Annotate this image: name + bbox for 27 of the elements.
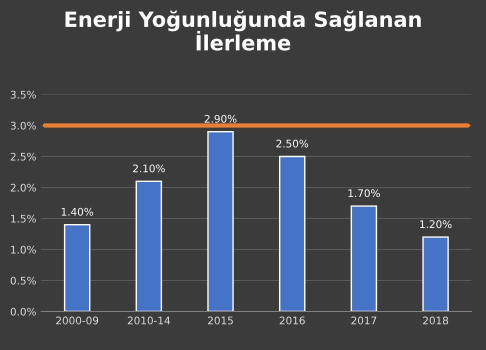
bar	[64, 224, 90, 312]
data-label: 1.40%	[62, 208, 94, 216]
x-tick-label: 2000-09	[56, 316, 98, 324]
x-tick-label: 2016	[280, 316, 305, 324]
x-tick-label: 2010-14	[128, 316, 170, 324]
data-label: 1.70%	[348, 189, 380, 198]
y-tick-label: 3.5%	[10, 90, 36, 99]
y-tick-label: 2.5%	[10, 152, 36, 161]
bar	[422, 236, 449, 312]
data-label: 2.50%	[276, 140, 308, 148]
data-label: 2.90%	[204, 114, 236, 123]
y-tick-label: 2.0%	[10, 184, 36, 192]
x-tick-label: 2017	[351, 316, 376, 324]
chart-title: Enerji Yoğunluğunda Sağlanan İlerleme	[66, 10, 421, 51]
bar	[350, 205, 378, 312]
y-tick-label: 1.0%	[11, 246, 36, 254]
x-tick-label: 2018	[423, 316, 448, 324]
data-label: 1.20%	[420, 220, 452, 228]
y-tick-label: 1.5%	[11, 214, 36, 223]
bar	[136, 180, 162, 312]
y-tick-label: 0.0%	[10, 308, 36, 316]
bar	[207, 131, 234, 312]
bar	[278, 156, 306, 312]
x-tick-label: 2015	[208, 316, 233, 324]
data-label: 2.10%	[133, 164, 165, 172]
y-tick-label: 3.0%	[10, 122, 36, 130]
y-tick-label: 0.5%	[10, 276, 36, 285]
